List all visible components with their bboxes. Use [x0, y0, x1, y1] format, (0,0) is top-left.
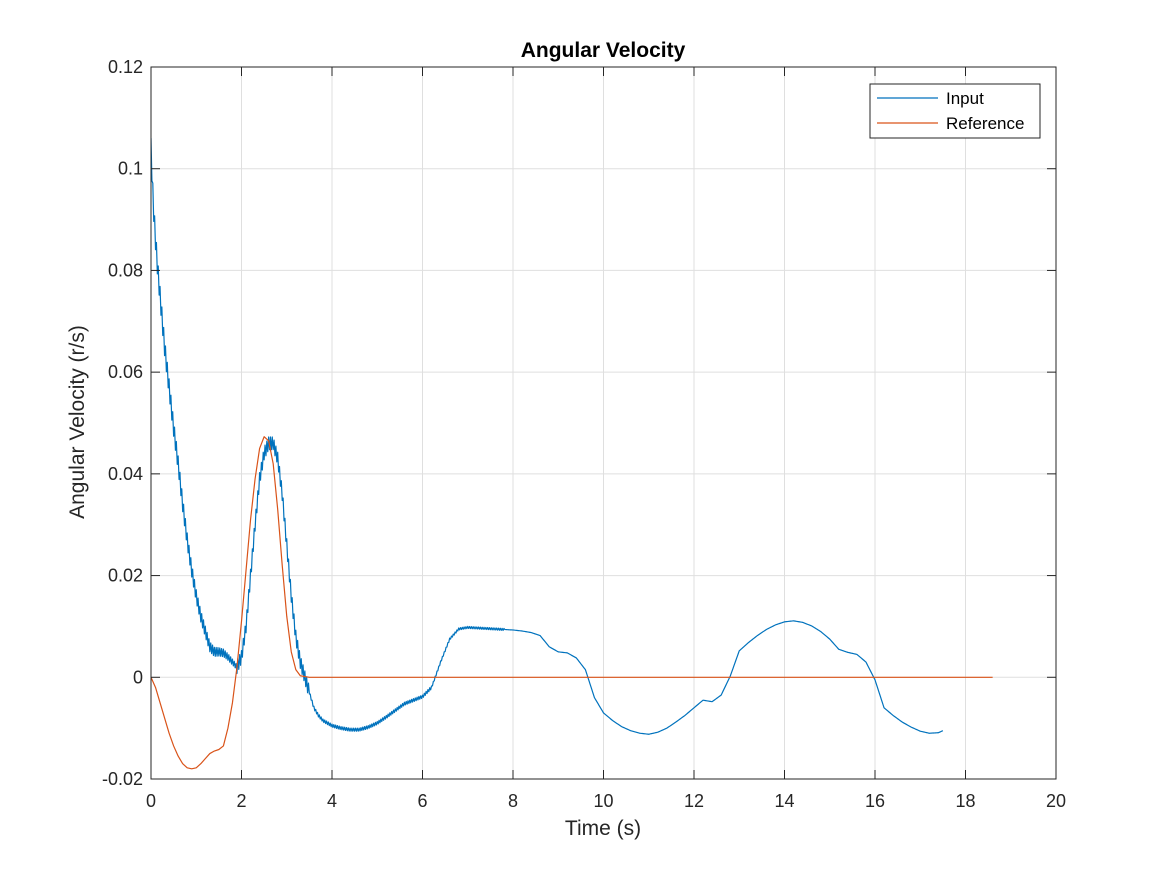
x-tick-label: 12 [684, 791, 704, 811]
legend-label-reference: Reference [946, 114, 1024, 133]
x-tick-label: 14 [774, 791, 794, 811]
x-tick-label: 6 [417, 791, 427, 811]
x-tick-label: 20 [1046, 791, 1066, 811]
grid-lines [151, 67, 1056, 779]
x-tick-label: 8 [508, 791, 518, 811]
axis-ticks [150, 66, 1057, 780]
legend-box [869, 83, 1041, 139]
legend-label-input: Input [946, 89, 984, 108]
tick-labels: 0 2 4 6 8 10 12 14 16 18 20-0.0200.020.040.060.080… [102, 57, 1066, 811]
series-layer [151, 138, 993, 770]
series-line-input [151, 138, 944, 735]
y-tick-label: 0 [133, 667, 143, 687]
y-tick-label: 0.08 [108, 260, 143, 280]
y-axis-label: Angular Velocity (r/s) [66, 325, 89, 519]
x-tick-label: 0 [146, 791, 156, 811]
y-tick-label: 0.02 [108, 566, 143, 586]
series-line-reference [151, 436, 993, 770]
legend: Input Reference [869, 83, 1041, 139]
x-tick-label: 10 [593, 791, 613, 811]
y-tick-label: 0.12 [108, 57, 143, 77]
y-tick-label: -0.02 [102, 769, 143, 789]
y-tick-label: 0.1 [118, 159, 143, 179]
x-tick-label: 18 [955, 791, 975, 811]
x-tick-label: 16 [865, 791, 885, 811]
chart-title: Angular Velocity [521, 39, 686, 62]
x-tick-label: 2 [236, 791, 246, 811]
y-tick-label: 0.04 [108, 464, 143, 484]
y-tick-label: 0.06 [108, 362, 143, 382]
x-tick-label: 4 [327, 791, 337, 811]
x-axis-label: Time (s) [565, 817, 641, 840]
